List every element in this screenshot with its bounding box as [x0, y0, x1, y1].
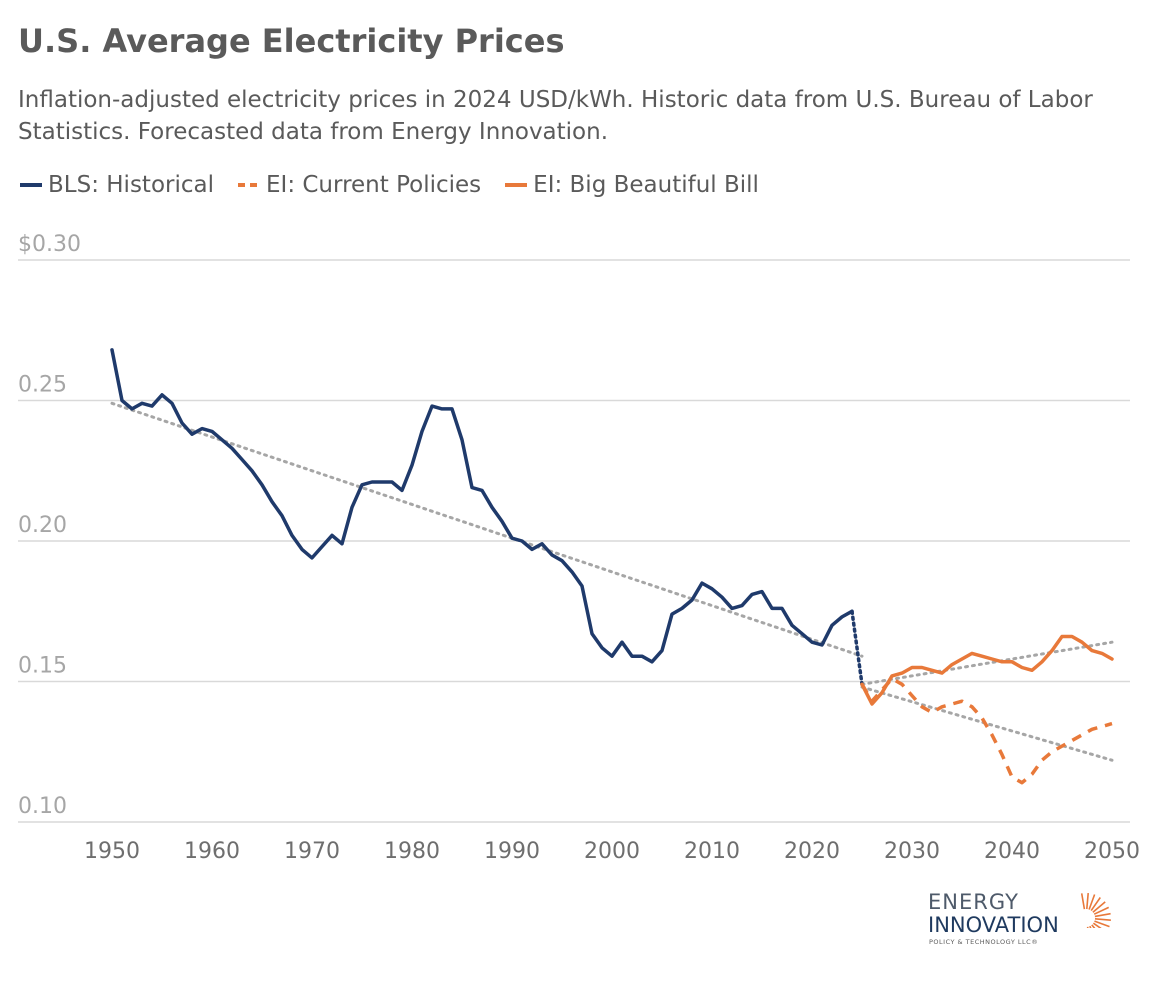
series-line-historical [110, 348, 854, 664]
series-line-big-beautiful-bill [860, 634, 1114, 706]
x-tick-label-5: 2000 [584, 839, 640, 864]
y-tick-label-2: 0.20 [18, 513, 67, 538]
sun-ray [1080, 893, 1086, 910]
trendline-2 [860, 685, 1114, 762]
x-tick-label-9: 2040 [984, 839, 1040, 864]
legend-swatch-historical [20, 183, 42, 187]
legend-label-current-policies: EI: Current Policies [266, 172, 482, 198]
logo-text-energy: ENERGY [928, 890, 1019, 914]
y-tick-label-3: 0.15 [18, 654, 67, 679]
legend-label-big-beautiful-bill: EI: Big Beautiful Bill [533, 172, 759, 198]
sun-ray [1094, 912, 1111, 918]
x-tick-label-0: 1950 [84, 839, 140, 864]
line-chart: $0.30 0.25 0.20 0.15 0.10 1950 1960 1970 1980 199… [18, 232, 1140, 864]
series-connector-line [850, 609, 864, 687]
sun-icon [1080, 893, 1111, 928]
y-tick-label-0: $0.30 [18, 232, 81, 257]
legend-item-historical: BLS: Historical [18, 172, 214, 198]
sun-ray [1091, 924, 1096, 928]
x-tick-label-10: 2050 [1084, 839, 1140, 864]
chart-subtitle: Inflation-adjusted electricity prices in… [18, 87, 1093, 145]
legend-item-big-beautiful-bill: EI: Big Beautiful Bill [503, 172, 759, 198]
sun-ray [1094, 920, 1110, 928]
x-tick-label-6: 2010 [684, 839, 740, 864]
legend-label-historical: BLS: Historical [48, 172, 214, 198]
sun-ray [1094, 918, 1111, 921]
sun-ray [1092, 922, 1102, 928]
x-tick-label-8: 2030 [884, 839, 940, 864]
logo-text-innovation: INNOVATION [928, 913, 1059, 937]
x-tick-label-3: 1980 [384, 839, 440, 864]
chart-title: U.S. Average Electricity Prices [18, 22, 565, 60]
trendline-0 [110, 401, 864, 658]
energy-innovation-logo: ENERGY INNOVATION POLICY & TECHNOLOGY LL… [928, 890, 1118, 960]
legend-swatch-big-beautiful-bill [505, 183, 528, 187]
legend-item-current-policies: EI: Current Policies [236, 172, 481, 198]
sun-ray [1088, 894, 1096, 910]
sun-ray [1086, 893, 1089, 910]
y-tick-label-4: 0.10 [18, 794, 67, 819]
x-tick-label-4: 1990 [484, 839, 540, 864]
logo-text-tagline: POLICY & TECHNOLOGY LLC® [929, 938, 1039, 946]
legend-swatch-current-policies [238, 183, 260, 187]
trendline-1 [860, 640, 1114, 686]
y-tick-label-1: 0.25 [18, 373, 67, 398]
series-line-current-policies [860, 676, 1113, 785]
chart-legend: BLS: Historical EI: Current Policies EI:… [18, 172, 781, 198]
x-tick-label-1: 1960 [184, 839, 240, 864]
x-tick-label-2: 1970 [284, 839, 340, 864]
sun-ray [1093, 906, 1110, 915]
sun-ray [1090, 897, 1101, 912]
x-tick-label-7: 2020 [784, 839, 840, 864]
sun-ray [1092, 901, 1106, 913]
